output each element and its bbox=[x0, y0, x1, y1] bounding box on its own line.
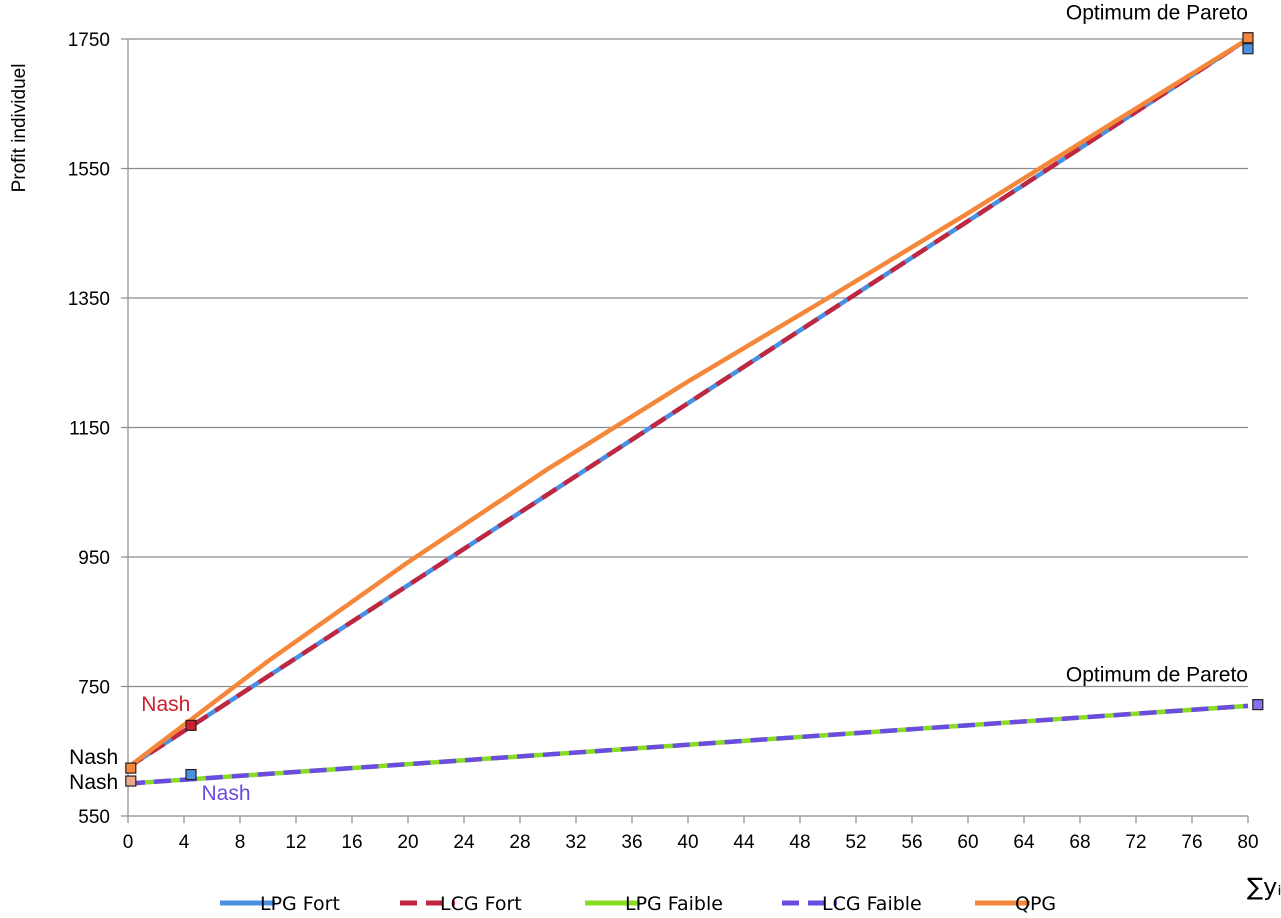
point-marker bbox=[185, 719, 197, 731]
x-tick-label: 48 bbox=[789, 832, 810, 853]
y-tick-label: 1350 bbox=[68, 289, 110, 310]
point-marker bbox=[125, 762, 137, 774]
annotation-label: Nash bbox=[69, 771, 118, 794]
series-line bbox=[126, 37, 1250, 770]
y-tick-label: 750 bbox=[78, 678, 110, 699]
x-tick-label: 40 bbox=[677, 832, 698, 853]
annotation-label: Optimum de Pareto bbox=[1066, 2, 1248, 25]
series-lines bbox=[126, 37, 1250, 786]
series-line bbox=[126, 37, 1250, 770]
x-tick-label: 8 bbox=[235, 832, 246, 853]
y-axis: 550 750 950 1150 1350 1550 1750 bbox=[68, 30, 129, 828]
y-tick-label: 1750 bbox=[68, 30, 110, 51]
y-tick-label: 550 bbox=[78, 807, 110, 828]
legend-label: QPG bbox=[1015, 893, 1056, 915]
x-tick-label: 56 bbox=[901, 832, 922, 853]
legend-label: LCG Fort bbox=[440, 893, 522, 915]
point-marker bbox=[1252, 699, 1264, 711]
series-line bbox=[126, 37, 1250, 770]
y-axis-title: Profit individuel bbox=[9, 64, 30, 193]
markers bbox=[125, 32, 1264, 787]
annotation-label: Nash bbox=[141, 693, 190, 716]
x-tick-label: 24 bbox=[453, 832, 475, 853]
x-tick-label: 80 bbox=[1237, 832, 1258, 853]
legend: LPG Fort LCG Fort LPG Faible LCG Faible QPG bbox=[220, 893, 1056, 915]
x-tick-label: 36 bbox=[621, 832, 642, 853]
series-line bbox=[127, 703, 1249, 786]
x-tick-label: 0 bbox=[123, 832, 134, 853]
x-tick-label: 28 bbox=[509, 832, 530, 853]
annotation-label: Optimum de Pareto bbox=[1066, 663, 1248, 686]
y-tick-label: 950 bbox=[78, 548, 110, 569]
point-marker bbox=[1242, 32, 1254, 44]
point-marker bbox=[185, 768, 197, 781]
x-tick-label: 16 bbox=[341, 832, 362, 853]
x-tick-label: 20 bbox=[397, 832, 418, 853]
x-tick-label: 32 bbox=[565, 832, 586, 853]
x-tick-label: 60 bbox=[957, 832, 978, 853]
x-tick-label: 68 bbox=[1069, 832, 1090, 853]
point-marker bbox=[1242, 43, 1254, 55]
x-axis-title: ∑yᵢ bbox=[1247, 873, 1281, 901]
x-tick-label: 44 bbox=[733, 832, 755, 853]
x-tick-label: 64 bbox=[1013, 832, 1035, 853]
x-tick-label: 4 bbox=[179, 832, 190, 853]
y-tick-label: 1150 bbox=[69, 419, 110, 440]
gridlines bbox=[128, 38, 1248, 688]
y-tick-label: 1550 bbox=[68, 160, 110, 181]
legend-label: LCG Faible bbox=[822, 893, 922, 915]
x-tick-label: 72 bbox=[1125, 832, 1146, 853]
point-marker bbox=[125, 775, 137, 787]
x-tick-label: 76 bbox=[1181, 832, 1202, 853]
annotation-label: Nash bbox=[69, 746, 118, 769]
x-axis: 0 4 8 12 16 20 24 28 32 36 40 44 48 52 56 60 64 68 72 76 80 bbox=[123, 815, 1259, 853]
annotation-label: Nash bbox=[201, 782, 250, 805]
x-tick-label: 12 bbox=[285, 832, 306, 853]
x-tick-label: 52 bbox=[845, 832, 866, 853]
legend-label: LPG Fort bbox=[260, 893, 340, 915]
legend-label: LPG Faible bbox=[625, 893, 723, 915]
